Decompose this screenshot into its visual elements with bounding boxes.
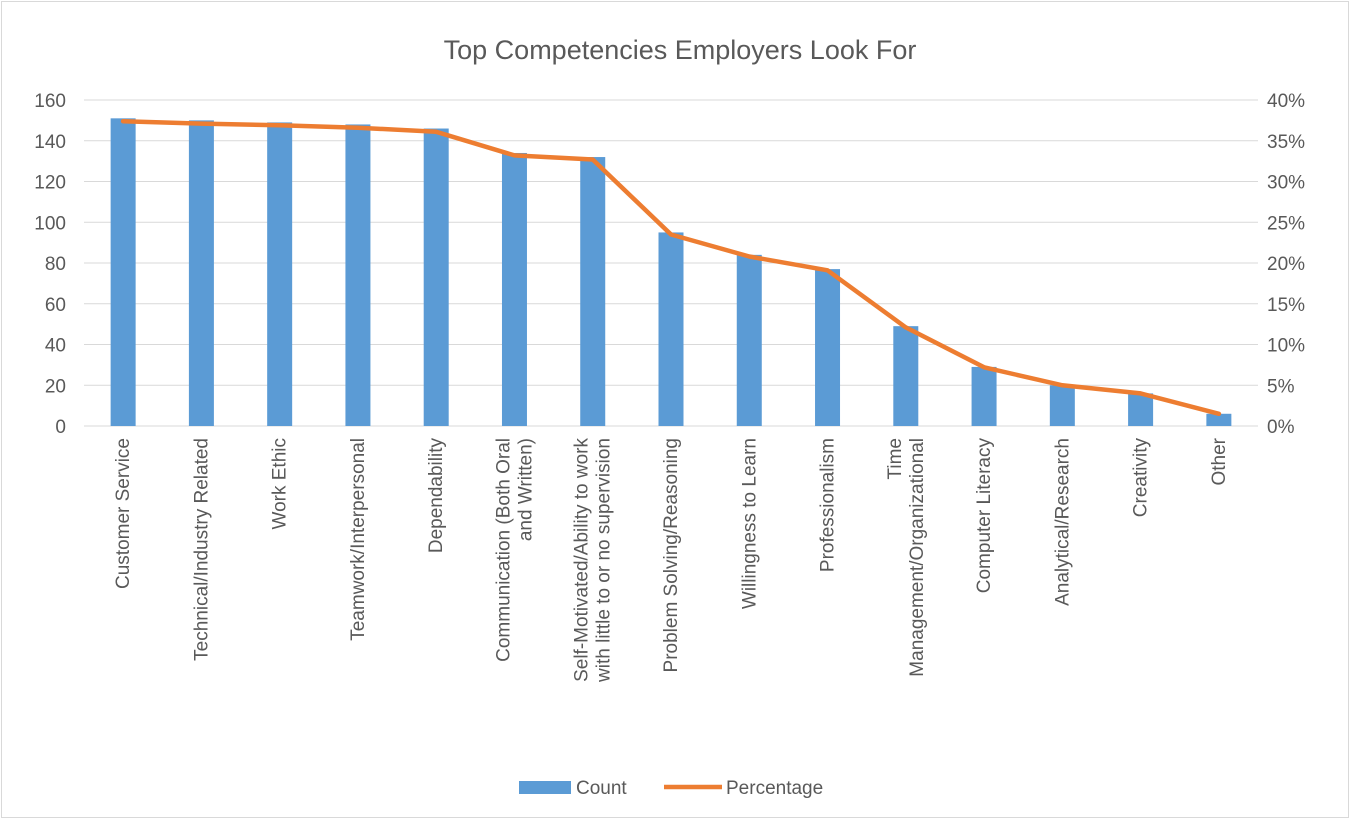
category-labels: Customer Service Technical/Industry Relat… — [113, 437, 1230, 683]
count-bar — [1206, 413, 1232, 426]
right-axis-tick-label: 25% — [1267, 213, 1305, 234]
count-bar — [1128, 393, 1154, 426]
right-axis-tick-label: 35% — [1267, 132, 1305, 153]
left-axis-tick-label: 120 — [34, 173, 66, 194]
category-label: Computer Literacy — [974, 438, 995, 594]
count-bar — [658, 232, 684, 426]
count-bar — [110, 118, 136, 427]
count-bar — [815, 269, 841, 426]
count-bar — [580, 157, 606, 427]
category-label: Problem Solving/Reasoning — [661, 438, 682, 672]
left-axis-tick-label: 20 — [45, 376, 66, 397]
category-label: Willingness to Learn — [739, 438, 760, 609]
right-axis-tick-label: 40% — [1267, 91, 1305, 112]
category-label: Dependability — [426, 438, 447, 554]
count-bar — [501, 152, 527, 426]
right-axis-tick-label: 30% — [1267, 173, 1305, 194]
legend-swatch-count — [519, 781, 571, 794]
left-axis-tick-label: 160 — [34, 91, 66, 112]
count-bar — [971, 366, 997, 426]
count-bar — [1049, 385, 1075, 426]
left-axis-tick-labels: 0 20 40 60 80 100 120 140 160 — [34, 91, 66, 438]
category-label: Customer Service — [113, 438, 134, 589]
count-bar — [423, 128, 449, 426]
chart-title: Top Competencies Employers Look For — [444, 35, 917, 65]
category-label: Analytical/Research — [1052, 438, 1073, 606]
category-label: Professionalism — [818, 438, 839, 572]
legend: Count Percentage — [519, 778, 823, 799]
category-label: Self-Motivated/Ability to workwith littl… — [572, 438, 615, 683]
count-bar — [188, 120, 214, 426]
category-label: Creativity — [1131, 438, 1152, 518]
category-label: Communication (Both Oraland Written) — [494, 438, 537, 662]
category-label: Other — [1209, 437, 1230, 485]
right-axis-tick-label: 20% — [1267, 254, 1305, 275]
count-bar — [736, 254, 762, 426]
percentage-line — [120, 118, 1222, 417]
legend-label-percentage: Percentage — [726, 778, 823, 799]
count-bar — [893, 326, 919, 426]
right-axis-tick-labels: 0% 5% 10% 15% 20% 25% 30% 35% 40% — [1267, 91, 1305, 438]
left-axis-tick-label: 60 — [45, 295, 66, 316]
right-axis-tick-label: 15% — [1267, 295, 1305, 316]
left-axis-tick-label: 100 — [34, 213, 66, 234]
category-label: Teamwork/Interpersonal — [348, 438, 369, 641]
left-axis-tick-label: 140 — [34, 132, 66, 153]
right-axis-tick-label: 5% — [1267, 376, 1295, 397]
legend-label-count: Count — [576, 778, 627, 799]
category-label: Work Ethic — [270, 438, 291, 530]
right-axis-tick-label: 0% — [1267, 417, 1295, 438]
percentage-line-group — [120, 118, 1222, 417]
count-bar — [267, 122, 293, 426]
left-axis-tick-label: 80 — [45, 254, 66, 275]
category-label: TimeManagement/Organizational — [885, 438, 928, 677]
count-bars — [110, 118, 1232, 427]
left-axis-tick-label: 40 — [45, 336, 66, 357]
right-axis-tick-label: 10% — [1267, 336, 1305, 357]
left-axis-tick-label: 0 — [55, 417, 66, 438]
count-bar — [345, 124, 371, 426]
category-label: Technical/Industry Related — [191, 438, 212, 661]
